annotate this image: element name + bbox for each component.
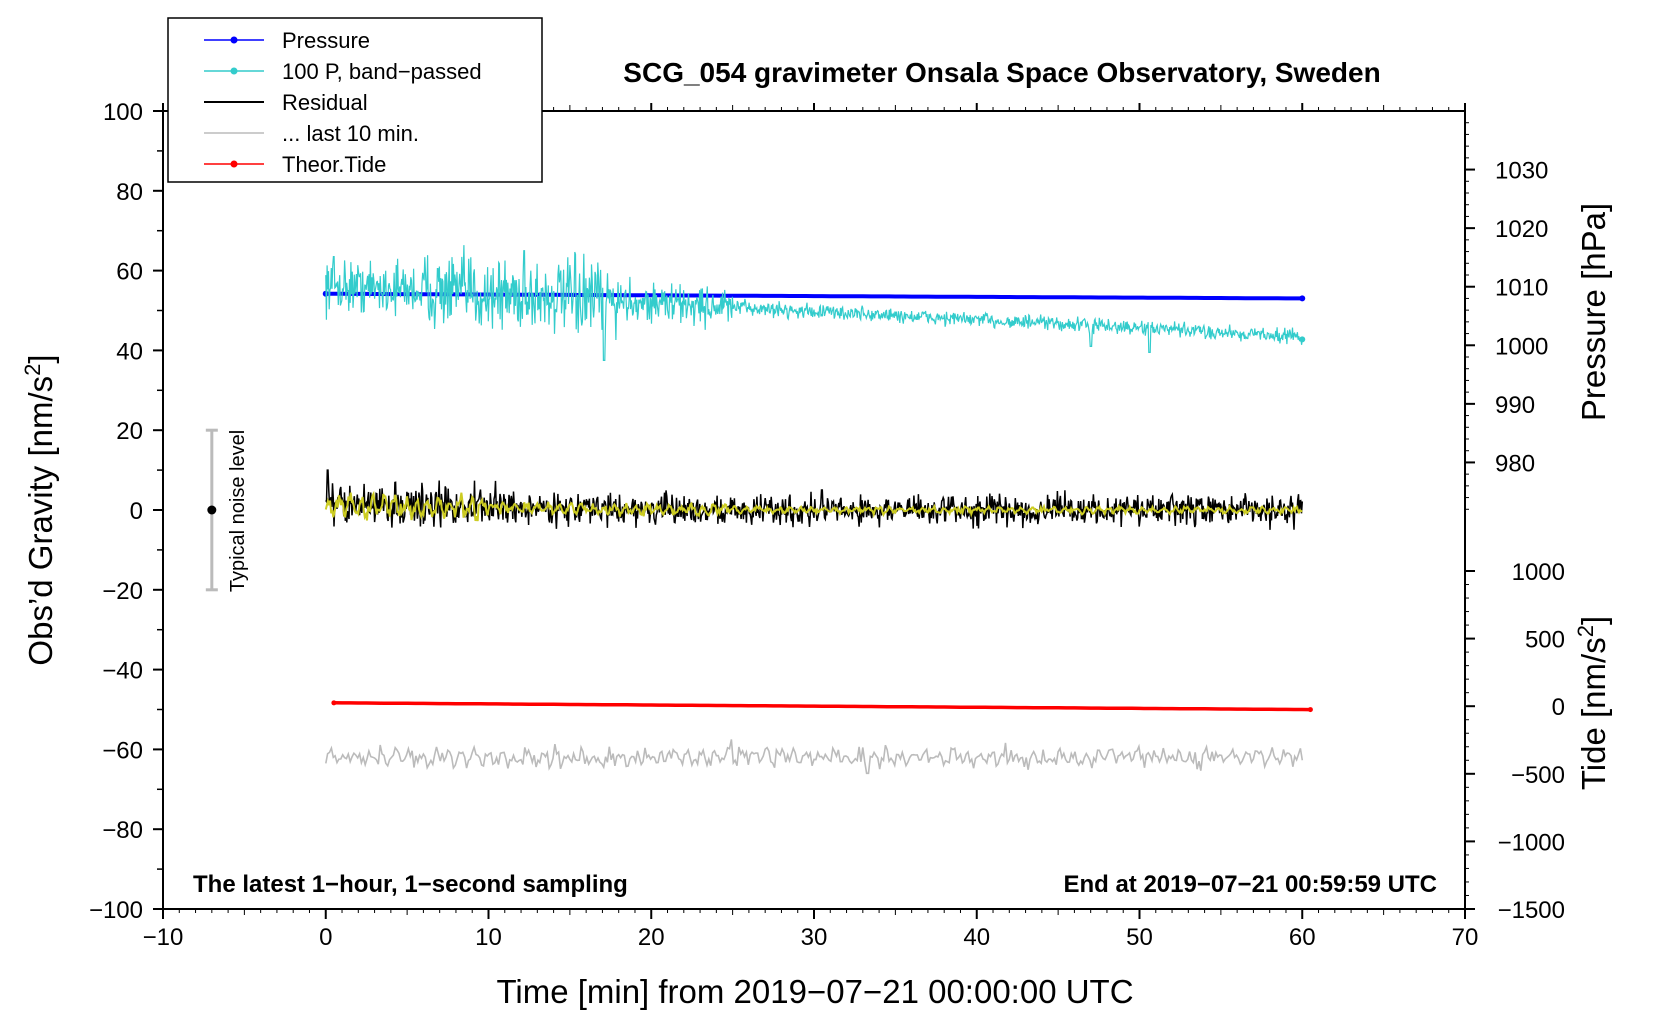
x-tick-label: 30 [801, 924, 828, 951]
y-tick-label: 60 [116, 259, 143, 286]
y-tick-label: 100 [103, 99, 143, 126]
x-tick-label: 40 [963, 924, 990, 951]
noise-indicator: Typical noise level [205, 428, 249, 592]
pressure-tick-label: 1000 [1495, 333, 1548, 360]
x-tick-label: 50 [1126, 924, 1153, 951]
tide-tick-label: 500 [1525, 627, 1565, 654]
series-tide-end-point [1307, 707, 1313, 713]
y-tick-label: 40 [116, 338, 143, 365]
series-tide-start-point [331, 700, 337, 706]
noise-label: Typical noise level [227, 430, 249, 592]
x-tick-label: 10 [475, 924, 502, 951]
tide-tick-label: 1000 [1512, 559, 1565, 586]
legend-label: 100 P, band−passed [282, 59, 482, 84]
x-tick-label: 60 [1289, 924, 1316, 951]
tide-tick-label: −1500 [1498, 897, 1565, 924]
legend-label: ... last 10 min. [282, 121, 419, 146]
pressure-tick-label: 980 [1495, 450, 1535, 477]
legend-swatch-marker [230, 160, 238, 168]
legend-label: Residual [282, 90, 368, 115]
y-tick-label: −40 [102, 658, 143, 685]
pressure-tick-label: 990 [1495, 392, 1535, 419]
tide-tick-label: −1000 [1498, 829, 1565, 856]
x-tick-label: 70 [1452, 924, 1479, 951]
y-tick-label: −20 [102, 578, 143, 605]
legend-swatch-marker [230, 36, 238, 44]
pressure-tick-label: 1020 [1495, 216, 1548, 243]
note-right: End at 2019−07−21 00:59:59 UTC [1063, 871, 1437, 898]
tide-tick-label: 0 [1552, 694, 1565, 721]
x-tick-label: 0 [319, 924, 332, 951]
legend: Pressure 100 P, band−passed Residual ... la… [167, 17, 543, 183]
y-axis-title-tide: Tide [nm/s2] [1573, 616, 1613, 790]
x-tick-label: −10 [143, 924, 184, 951]
y-tick-label: 0 [130, 498, 143, 525]
chart-title: SCG_054 gravimeter Onsala Space Observat… [623, 57, 1380, 88]
series-residual-smoothed-line [324, 490, 1303, 522]
noise-center-dot [207, 505, 217, 515]
y-tick-label: 80 [116, 179, 143, 206]
tide-tick-label: −500 [1511, 762, 1565, 789]
series [322, 245, 1313, 775]
legend-label: Theor.Tide [282, 152, 386, 177]
series-residual-line [325, 469, 1304, 530]
y-axis-title-left: Obs’d Gravity [nm/s2] [20, 354, 60, 665]
series-last10min-line [325, 739, 1304, 775]
y-tick-label: 20 [116, 418, 143, 445]
pressure-tick-label: 1010 [1495, 275, 1548, 302]
series-tide-line [333, 701, 1311, 712]
series-bandpassed-pressure-line [325, 245, 1303, 361]
series-bandpassed-pressure-end-point [1299, 336, 1306, 343]
legend-swatch-marker [230, 67, 238, 75]
x-axis-title: Time [min] from 2019−07−21 00:00:00 UTC [496, 973, 1133, 1010]
note-left: The latest 1−hour, 1−second sampling [193, 871, 628, 898]
y-tick-label: −80 [102, 817, 143, 844]
x-tick-label: 20 [638, 924, 665, 951]
y-tick-label: −60 [102, 737, 143, 764]
pressure-tick-label: 1030 [1495, 158, 1548, 185]
legend-label: Pressure [282, 28, 370, 53]
y-tick-label: −100 [89, 897, 143, 924]
y-axis-title-pressure: Pressure [hPa] [1575, 203, 1612, 421]
legend-box [167, 17, 543, 183]
ticks: −10 0 10 20 30 40 50 60 70−100−80−60−40−20020406… [89, 99, 1565, 951]
series-pressure-end-point [1299, 295, 1306, 302]
